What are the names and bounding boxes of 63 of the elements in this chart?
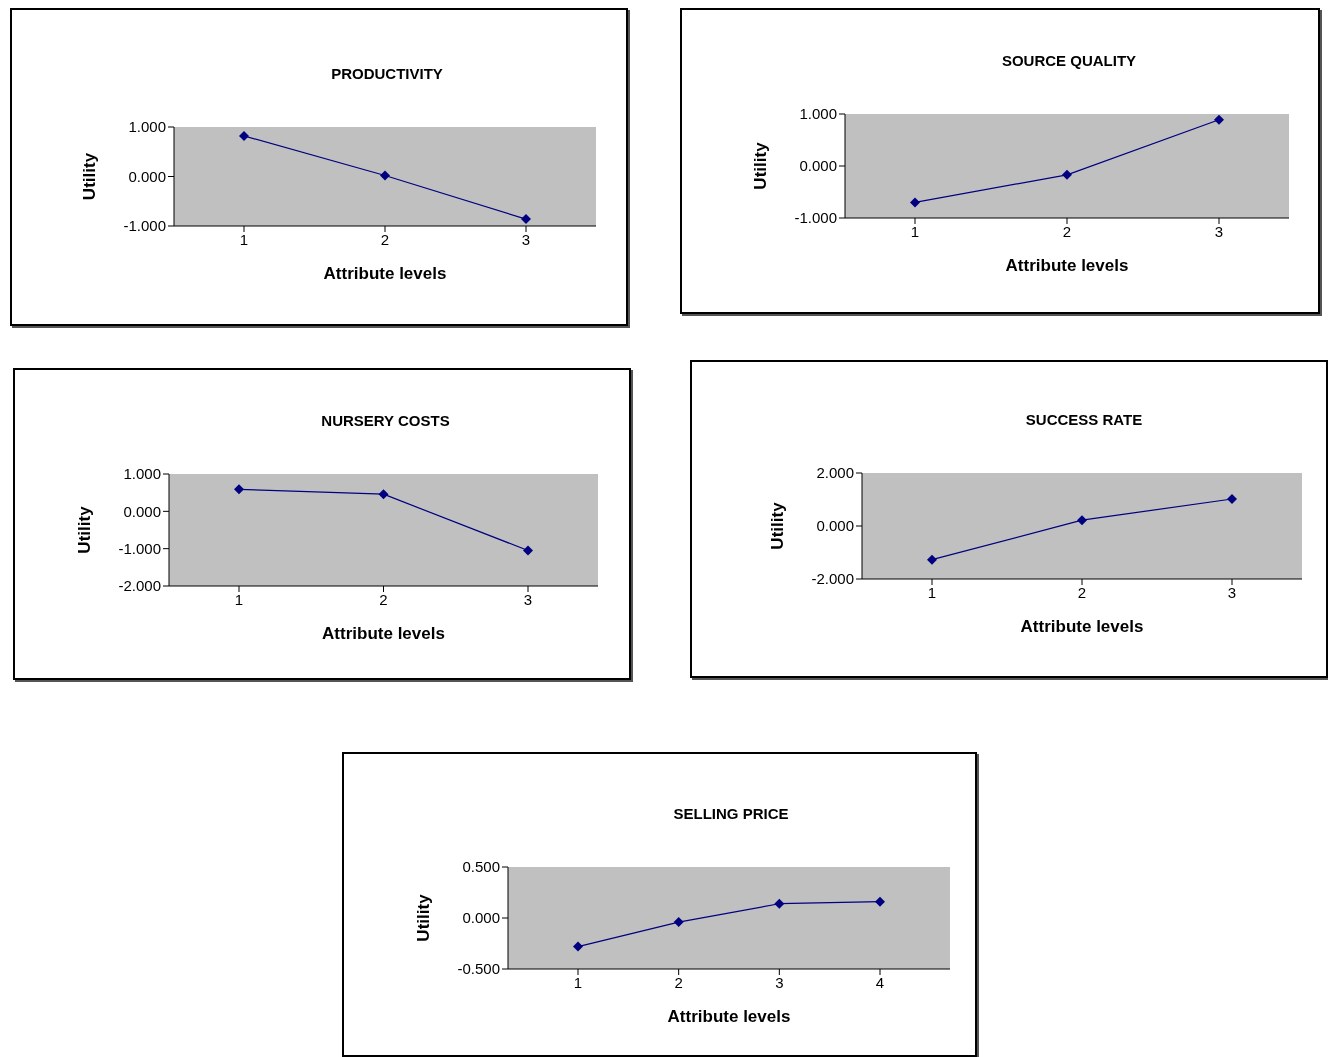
x-tick-label: 4 [875,973,885,991]
x-tick-label: 3 [523,590,533,608]
y-tick-label: -1.000 [794,209,837,227]
chart-title: PRODUCTIVITY [330,65,444,82]
point [523,545,533,556]
point [378,489,389,500]
y-tick-label: 1.000 [799,105,837,123]
point [1227,493,1237,504]
x-tick-label: 1 [234,590,244,608]
y-tick-label: -1.000 [123,217,166,235]
y-tick-label: 0.000 [462,909,500,927]
point [239,130,249,141]
x-tick-label: 2 [380,230,390,248]
y-tick-label: -2.000 [811,570,854,588]
x-tick-label: 2 [1062,222,1072,240]
x-axis-title: Attribute levels [667,1007,791,1026]
point [234,484,244,495]
y-axis-title: Utility [414,893,434,942]
x-tick-label: 1 [927,583,937,601]
x-axis-title: Attribute levels [322,624,445,643]
y-axis-title: Utility [75,505,95,554]
point [1062,169,1072,180]
point [573,941,583,952]
y-tick-label: 0.000 [799,157,837,175]
y-tick-label: -1.000 [118,539,161,557]
y-tick-label: -0.500 [457,960,500,978]
chart-title: NURSERY COSTS [320,412,451,429]
y-tick-label: -2.000 [118,577,161,595]
x-tick-label: 2 [379,590,388,608]
x-axis-title: Attribute levels [323,264,447,283]
point [875,896,885,907]
x-tick-label: 3 [1214,222,1224,240]
y-tick-label: 1.000 [123,465,161,483]
y-axis-title: Utility [751,141,771,190]
point [774,898,785,909]
x-tick-label: 3 [521,230,531,248]
point [380,170,390,181]
y-axis-title: Utility [80,152,100,201]
chart-title: SOURCE QUALITY [1000,52,1138,69]
x-tick-label: 2 [1077,583,1087,601]
chart-title: SUCCESS RATE [1024,411,1144,428]
y-tick-label: 0.500 [462,858,500,876]
point [521,214,531,225]
x-axis-title: Attribute levels [1005,256,1129,275]
y-tick-label: 0.000 [123,502,161,520]
point [927,554,937,565]
x-tick-label: 1 [239,230,249,248]
y-tick-label: 0.000 [128,167,166,185]
x-tick-label: 3 [775,973,784,991]
y-tick-label: 2.000 [816,464,854,482]
point [1077,515,1087,526]
x-axis-title: Attribute levels [1020,617,1144,636]
point [910,197,920,208]
x-tick-label: 2 [674,973,683,991]
x-tick-label: 3 [1227,583,1237,601]
y-tick-label: 1.000 [128,118,166,136]
x-tick-label: 1 [573,973,583,991]
chart-title: SELLING PRICE [672,805,790,822]
y-tick-label: 0.000 [816,517,854,535]
point [1214,114,1224,125]
point [673,917,684,928]
y-axis-title: Utility [768,501,788,550]
x-tick-label: 1 [910,222,920,240]
